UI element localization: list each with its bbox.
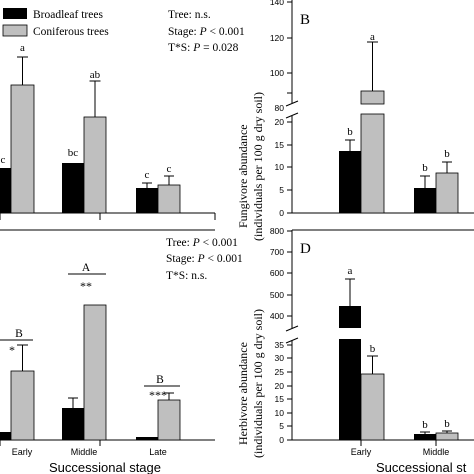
panel-d-ytick-10: 10 [275,408,285,418]
panel-b-y-label-2: (individuals per 100 g dry soil) [251,92,265,241]
panel-b-ytick-5: 5 [279,185,284,195]
letter-b-early-broadleaf: b [347,126,353,138]
panel-b-ytick-15: 15 [275,140,285,150]
bar-a-late-broadleaf [136,188,158,213]
bar-b-middle-broadleaf [414,188,436,213]
legend-coniferous-swatch [2,24,28,37]
x-tick-d-middle: Middle [423,447,450,457]
letter-b-early-coniferous: a [370,31,375,43]
letter-d-middle-broadleaf: b [422,419,428,431]
letter-b-middle-coniferous: b [444,148,450,160]
panel-d-ytick-15: 15 [275,394,285,404]
panel-b: Fungivore abundance (individuals per 100… [236,0,474,241]
group-letter-c-middle: A [82,262,91,274]
letter-d-middle-coniferous: b [444,418,450,430]
bar-b-early-broadleaf [339,151,361,213]
x-tick-c-late: Late [149,447,167,457]
bar-a-late-coniferous [157,184,181,214]
legend-broadleaf-label: Broadleaf trees [33,9,103,21]
panel-b-label: B [300,12,310,28]
letter-b-middle-broadleaf: b [422,162,428,174]
panel-b-y-ticks: 140 120 100 80 20 15 10 5 0 [270,0,292,218]
panel-c: Tree: P < 0.001 Stage: P < 0.001 T*S: n.… [0,229,243,474]
panel-d-label: D [300,241,311,257]
panel-b-ytick-100: 100 [270,68,284,78]
letter-a-early-broadleaf: c [1,154,6,166]
panel-d-ytick-25: 25 [275,367,285,377]
panel-d-ytick-35: 35 [275,340,285,350]
panel-b-ytick-80: 80 [275,103,285,113]
panel-b-break-mark [285,100,299,107]
letter-d-early-coniferous: b [370,343,376,355]
panel-d-y-ticks: 800 700 600 500 400 35 30 25 20 15 10 5 … [270,226,292,445]
legend-coniferous-label: Coniferous trees [33,26,109,38]
panel-d-break-mark [285,325,299,332]
panel-b-y-label-1: Fungivore abundance [236,124,250,228]
bar-c-early-broadleaf [0,432,11,440]
panel-b-break-mark [285,112,299,119]
panel-d-ytick-20: 20 [275,381,285,391]
bar-d-early-coniferous [360,373,385,441]
bar-c-late-broadleaf [136,437,158,440]
legend-broadleaf-swatch [3,8,27,19]
group-letter-c-early: B [15,328,23,340]
bar-d-middle-coniferous [435,432,459,441]
bar-c-early-coniferous [10,370,35,441]
letter-a-late-coniferous: c [167,163,172,175]
panel-d-ytick-400: 400 [270,311,284,321]
panel-d: Herbivore abundance (individuals per 100… [236,226,474,474]
bar-b-early-coniferous-upper [360,90,385,105]
panel-d-ytick-700: 700 [270,247,284,257]
panel-a-stat-tree: Tree: n.s. [168,9,211,21]
panel-b-ytick-140: 140 [270,0,284,7]
x-tick-c-early: Early [12,447,33,457]
letter-a-early-coniferous: a [20,42,25,54]
panel-b-ytick-0: 0 [279,208,284,218]
bar-c-middle-broadleaf [62,408,84,440]
panel-a-stat-ts: T*S: P = 0.028 [168,42,239,54]
bar-a-early-coniferous [10,84,35,214]
bar-a-middle-coniferous [83,116,107,214]
panel-b-ytick-20: 20 [275,117,285,127]
letter-a-middle-coniferous: ab [90,69,101,81]
x-tick-c-middle: Middle [71,447,98,457]
group-letter-c-late: B [156,374,164,386]
bar-d-early-broadleaf-lower [339,339,361,440]
x-axis-label-right: Successional st [376,460,467,474]
panel-d-y-label-1: Herbivore abundance [236,342,250,445]
letter-a-late-broadleaf: c [145,169,150,181]
panel-a: Broadleaf trees Coniferous trees Tree: n… [0,8,245,220]
bar-b-early-coniferous-lower [360,113,385,214]
sig-c-middle: ** [80,279,92,293]
panel-d-ytick-800: 800 [270,226,284,236]
bar-a-early-broadleaf [0,168,11,213]
panel-d-ytick-500: 500 [270,290,284,300]
bar-a-middle-broadleaf [62,163,84,213]
panel-d-ytick-30: 30 [275,353,285,363]
panel-b-ytick-10: 10 [275,162,285,172]
bar-c-middle-coniferous [83,304,107,441]
panel-c-stat-stage: Stage: P < 0.001 [166,253,243,265]
panel-d-y-label-2: (individuals per 100 g dry soil) [251,309,265,458]
panel-c-stat-ts: T*S: n.s. [166,270,207,282]
panel-b-ytick-120: 120 [270,33,284,43]
bar-d-middle-broadleaf [414,434,436,440]
panel-d-ytick-600: 600 [270,268,284,278]
bar-d-early-broadleaf-upper [339,306,361,328]
sig-c-early: * [9,343,15,357]
panel-c-stat-tree: Tree: P < 0.001 [166,237,238,249]
x-tick-d-early: Early [351,447,372,457]
letter-a-middle-broadleaf: bc [68,147,79,159]
panel-d-ytick-0: 0 [279,435,284,445]
bar-b-middle-coniferous [435,172,459,214]
sig-c-late: *** [149,388,167,402]
letter-d-early-broadleaf: a [348,265,353,277]
panel-d-ytick-5: 5 [279,421,284,431]
x-axis-label-left: Successional stage [49,460,161,474]
panel-d-break-mark [285,337,299,344]
panel-a-stat-stage: Stage: P < 0.001 [168,26,245,38]
bar-c-late-coniferous [157,399,181,441]
